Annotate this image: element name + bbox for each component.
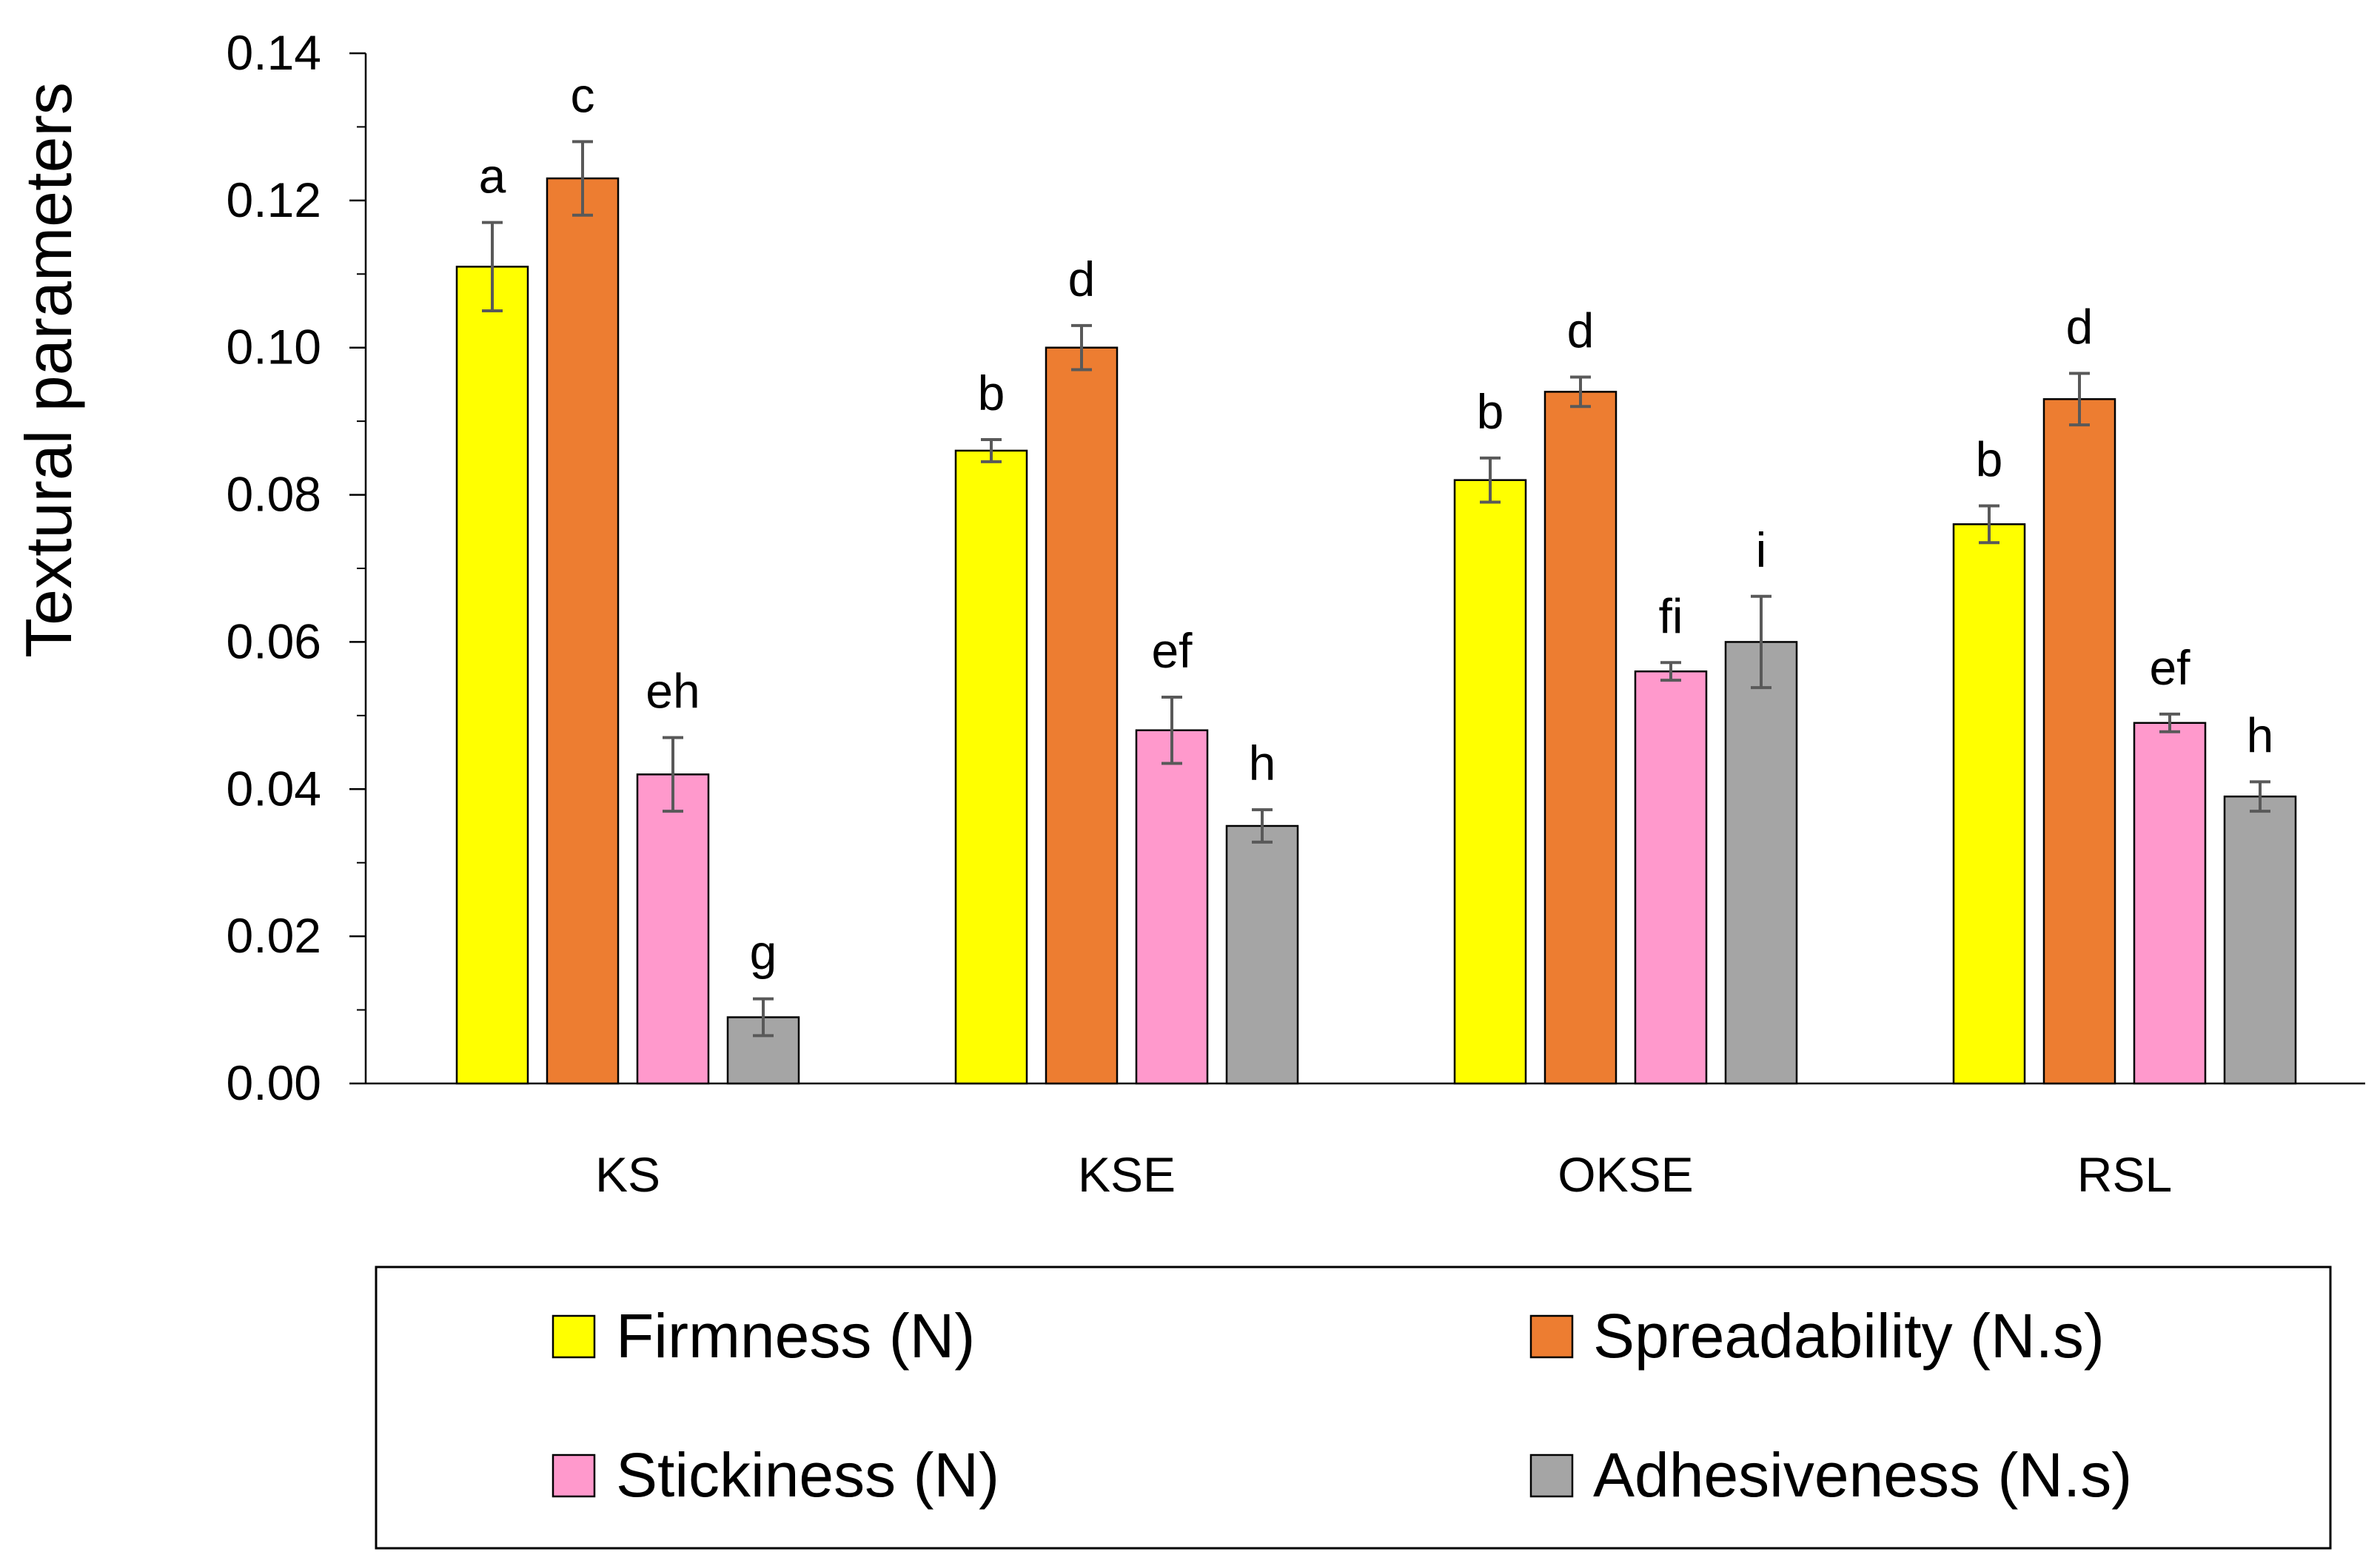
bar-stickiness-ks (636, 773, 710, 1085)
y-tick-label: 0.04 (227, 761, 321, 816)
error-bar (2159, 712, 2180, 733)
legend-swatch (552, 1454, 596, 1498)
significance-letter: ef (1151, 623, 1193, 678)
significance-letter: fi (1659, 588, 1683, 643)
bar-spreadability-okse (1543, 391, 1618, 1085)
bar-firmness-kse (954, 449, 1028, 1085)
y-tick-label: 0.08 (227, 467, 321, 522)
x-tick-label: KS (595, 1147, 660, 1202)
y-tick-label: 0.00 (227, 1055, 321, 1110)
legend-label: Adhesiveness (N.s) (1593, 1440, 2132, 1510)
significance-letter: b (1976, 431, 2003, 486)
significance-letter: ef (2149, 640, 2190, 695)
error-bar (2250, 780, 2270, 813)
error-bar (1751, 594, 1771, 690)
x-tick-label: KSE (1078, 1147, 1176, 1202)
x-tick-label: RSL (2077, 1147, 2172, 1202)
significance-letter: i (1756, 522, 1767, 577)
bar-stickiness-kse (1135, 729, 1209, 1085)
error-bar (572, 140, 593, 217)
bar-adhesiveness-okse (1724, 641, 1798, 1085)
significance-letter: b (978, 366, 1005, 420)
legend-label: Spreadability (N.s) (1593, 1301, 2105, 1371)
bar-stickiness-okse (1634, 670, 1708, 1085)
significance-letter: h (2247, 708, 2274, 762)
bar-firmness-okse (1453, 479, 1527, 1085)
error-bar (2069, 372, 2090, 427)
y-axis-title: Textural parameters (12, 82, 85, 658)
x-tick-label: OKSE (1558, 1147, 1693, 1202)
significance-letter: g (750, 925, 777, 980)
significance-letter: d (1567, 303, 1595, 357)
error-bar (981, 438, 1002, 463)
y-tick-label: 0.14 (227, 25, 321, 80)
legend-label: Firmness (N) (616, 1301, 975, 1371)
significance-letter: eh (646, 664, 700, 719)
significance-letter: d (1068, 252, 1096, 306)
significance-letter: h (1249, 736, 1276, 790)
y-tick-label: 0.12 (227, 172, 321, 227)
bar-firmness-ks (455, 266, 529, 1085)
bar-spreadability-ks (546, 177, 620, 1085)
legend-box (375, 1266, 2332, 1550)
legend-swatch (552, 1314, 596, 1359)
error-bar (482, 221, 503, 312)
bar-adhesiveness-rsl (2223, 795, 2297, 1085)
legend-swatch (1529, 1454, 1574, 1498)
error-bar (1660, 661, 1681, 682)
error-bar (1979, 504, 1999, 545)
legend-swatch (1529, 1314, 1574, 1359)
y-tick-label: 0.06 (227, 614, 321, 668)
error-bar (663, 736, 683, 813)
bar-stickiness-rsl (2133, 722, 2207, 1085)
significance-letter: c (571, 67, 595, 122)
error-bar (1252, 808, 1273, 844)
significance-letter: d (2066, 300, 2094, 354)
bar-spreadability-kse (1045, 346, 1119, 1085)
bar-spreadability-rsl (2042, 398, 2116, 1085)
error-bar (1161, 696, 1182, 765)
legend-label: Stickiness (N) (616, 1440, 999, 1510)
bar-firmness-rsl (1952, 523, 2026, 1085)
error-bar (753, 997, 774, 1038)
error-bar (1480, 456, 1501, 504)
y-tick-label: 0.02 (227, 908, 321, 963)
significance-letter: b (1477, 384, 1504, 439)
error-bar (1071, 323, 1092, 372)
y-tick-label: 0.10 (227, 320, 321, 374)
significance-letter: a (479, 149, 506, 204)
bar-adhesiveness-kse (1225, 824, 1299, 1085)
error-bar (1570, 375, 1591, 409)
